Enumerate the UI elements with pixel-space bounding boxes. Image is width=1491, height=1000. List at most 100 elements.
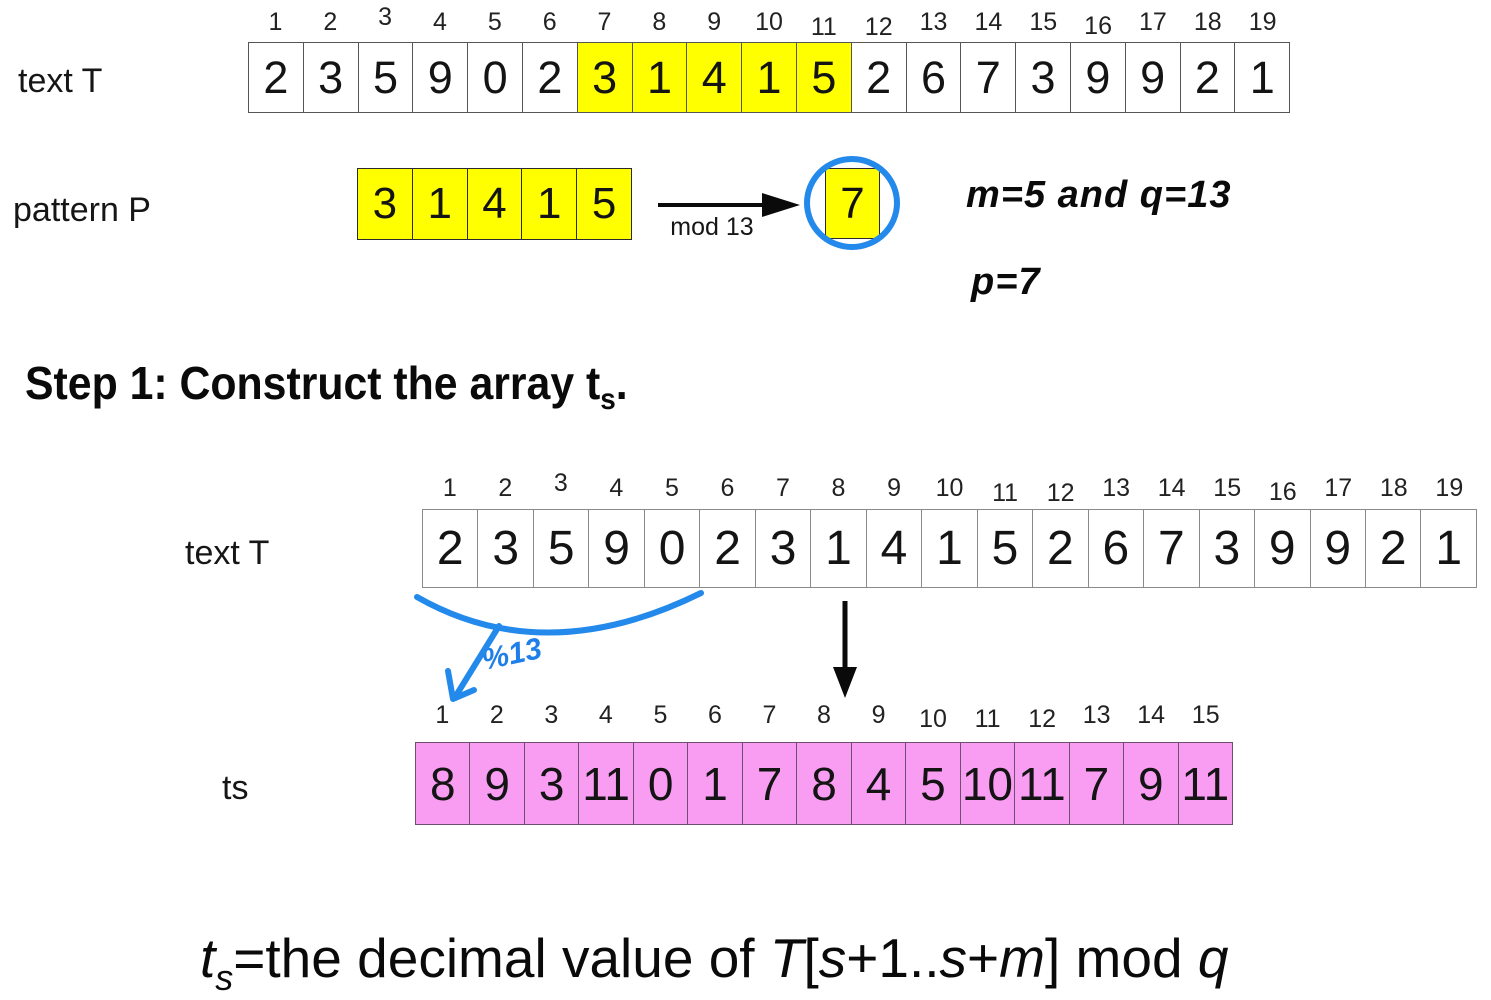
middle-array-cell: 9 — [588, 510, 643, 587]
middle-array-index: 9 — [887, 473, 901, 502]
pattern-cell: 5 — [576, 169, 631, 239]
ts-index: 10 — [919, 704, 947, 733]
ts-index: 6 — [707, 700, 722, 729]
top-array-cell: 3 — [302, 43, 358, 112]
top-array-index: 2 — [323, 7, 338, 36]
ts-array: 8 9 3 11 0 1 7 8 4 5 10 11 7 9 11 — [415, 742, 1233, 825]
ts-cell: 3 — [523, 743, 578, 824]
top-array-cell: 3 — [1015, 43, 1070, 112]
ts-index: 3 — [544, 700, 559, 729]
middle-array-index: 12 — [1046, 478, 1075, 507]
middle-array-cell: 1 — [1420, 510, 1475, 587]
middle-array-cell: 2 — [1032, 510, 1087, 587]
window-brace — [414, 590, 704, 636]
ts-index: 12 — [1028, 704, 1057, 733]
top-array-index: 17 — [1139, 7, 1167, 36]
formula-part1: =the decimal value of — [233, 927, 770, 989]
top-array-index: 18 — [1193, 7, 1222, 36]
middle-array-index: 17 — [1324, 473, 1353, 502]
ts-cell: 10 — [959, 743, 1014, 824]
ts-cell: 8 — [429, 757, 456, 810]
mod13-handwritten-annotation: %13 — [479, 632, 545, 677]
middle-array-cell: 1 — [810, 510, 865, 587]
formula-part4: ] mod — [1044, 927, 1198, 989]
ts-index: 2 — [489, 700, 504, 729]
formula-s1: s — [818, 927, 847, 989]
shift-down-arrow — [833, 601, 857, 698]
top-array-cell: 2 — [263, 51, 289, 103]
pattern-p-label: pattern P — [13, 191, 151, 229]
middle-array-index: 10 — [935, 473, 964, 502]
ts-index: 5 — [653, 700, 668, 729]
middle-array-index-row: 1 2 3 4 5 6 7 8 9 10 11 12 13 14 15 16 17 18 19 — [422, 469, 1477, 507]
formula-t-subscript: s — [215, 957, 234, 998]
step1-heading-text: Step 1: Construct the array t — [25, 357, 601, 409]
pattern-cell: 1 — [521, 169, 576, 239]
middle-array-cell: 3 — [477, 510, 532, 587]
ts-index: 4 — [598, 700, 613, 729]
ts-cell: 0 — [632, 743, 687, 824]
formula-q: q — [1197, 927, 1229, 989]
middle-array-index: 11 — [992, 478, 1019, 507]
formula-t: t — [200, 927, 216, 989]
text-t-label-middle: text T — [185, 534, 270, 572]
top-array-cell: 2 — [850, 43, 906, 112]
formula-open-bracket: [ — [803, 927, 819, 989]
ts-index: 7 — [762, 700, 777, 729]
top-array-index: 1 — [268, 7, 283, 36]
top-array-cell: 1 — [631, 43, 687, 112]
ts-cell: 7 — [1068, 743, 1123, 824]
middle-array-cell: 2 — [1364, 510, 1420, 587]
top-array-cell: 3 — [576, 43, 632, 112]
top-array-index: 15 — [1029, 7, 1058, 36]
middle-array-index: 14 — [1157, 473, 1186, 502]
middle-array-cell: 7 — [1143, 510, 1198, 587]
middle-array-index: 2 — [498, 473, 513, 502]
pattern-cell: 1 — [411, 169, 467, 239]
params-m-q: m=5 and q=13 — [966, 174, 1232, 216]
middle-array-cell: 3 — [1198, 510, 1254, 587]
text-t-label-top: text T — [18, 62, 103, 100]
ts-index: 15 — [1191, 700, 1220, 729]
middle-array-index: 15 — [1213, 473, 1242, 502]
pattern-cell: 4 — [466, 169, 522, 239]
middle-array-index: 18 — [1379, 473, 1408, 502]
middle-array-cell: 6 — [1087, 510, 1143, 587]
top-array-index: 6 — [542, 7, 557, 36]
ts-cell: 11 — [578, 743, 632, 824]
top-array-index-row: 1 2 3 4 5 6 7 8 9 10 11 12 13 14 15 16 17 18 19 — [248, 3, 1290, 41]
middle-array-index: 19 — [1435, 473, 1464, 502]
ts-cell: 9 — [1123, 743, 1177, 824]
top-array-index: 9 — [707, 7, 722, 36]
ts-cell: 11 — [1177, 743, 1232, 824]
top-array-index: 14 — [974, 7, 1003, 36]
middle-array-cell: 5 — [976, 510, 1032, 587]
top-array-index: 10 — [755, 7, 783, 36]
middle-array-index: 6 — [720, 473, 735, 502]
ts-cell: 7 — [741, 743, 796, 824]
middle-array-cell: 2 — [436, 522, 464, 575]
top-array-index: 7 — [597, 7, 612, 36]
ts-index: 9 — [871, 700, 886, 729]
formula-s2: s — [939, 927, 968, 989]
top-array-index: 19 — [1248, 7, 1277, 36]
top-array-cell: 9 — [1124, 43, 1180, 112]
middle-array-index: 13 — [1102, 473, 1131, 502]
ts-cell: 8 — [796, 743, 850, 824]
top-array-cell: 5 — [795, 43, 851, 112]
ts-index: 13 — [1082, 700, 1111, 729]
top-array-cell: 7 — [960, 43, 1015, 112]
formula-T: T — [769, 927, 804, 989]
top-array-index: 3 — [378, 2, 393, 31]
middle-array-index: 3 — [553, 468, 568, 497]
formula-m: m — [999, 927, 1045, 989]
middle-array-cell: 9 — [1254, 510, 1309, 587]
pattern-cell: 3 — [372, 179, 398, 228]
top-array-cell: 6 — [905, 43, 961, 112]
ts-index: 1 — [435, 700, 450, 729]
top-array-cell: 4 — [686, 43, 742, 112]
middle-array-cell: 3 — [754, 510, 810, 587]
